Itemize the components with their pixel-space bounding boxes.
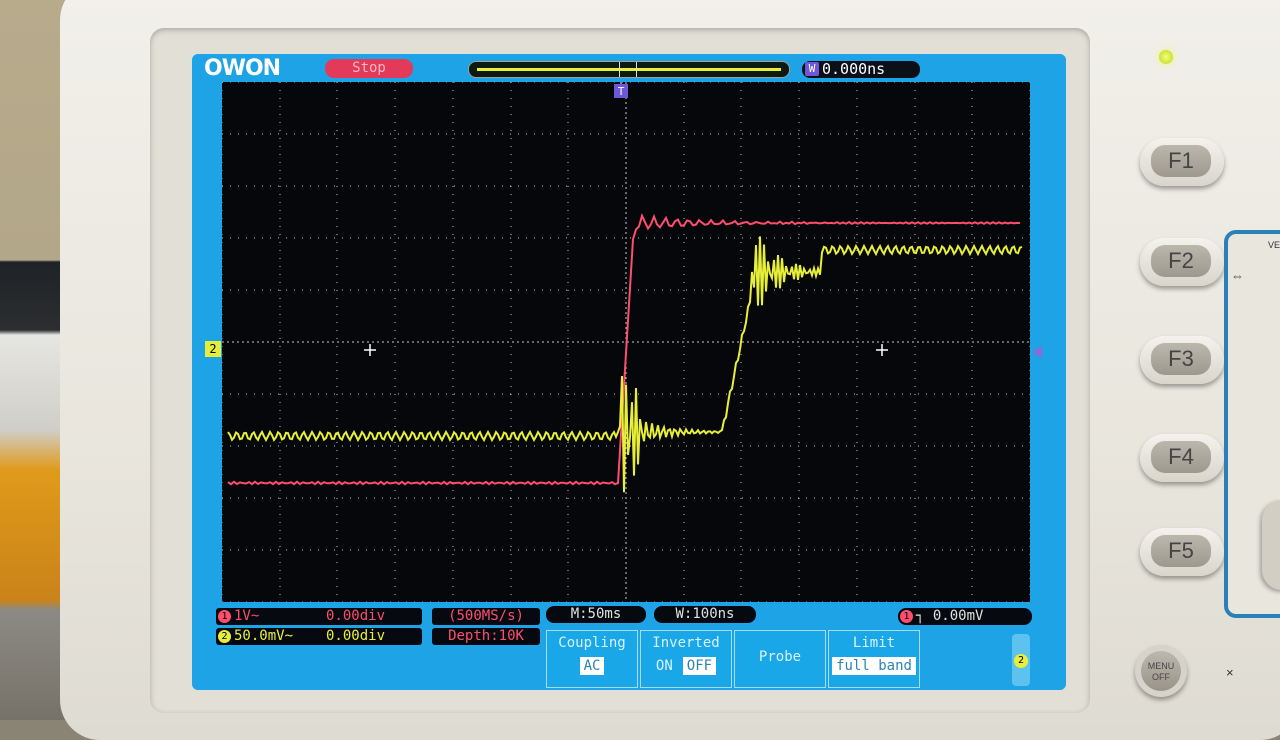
control-knob[interactable]	[1262, 500, 1280, 590]
coupling-label: Coupling	[547, 635, 637, 651]
trigger-position-marker: T	[614, 82, 628, 98]
memory-position-bar	[468, 61, 790, 78]
window-tag-icon: W	[805, 62, 819, 76]
menu-off-button[interactable]: MENU OFF	[1135, 645, 1187, 697]
trigger-channel-badge: 1	[900, 610, 913, 623]
trigger-status: 1 ┐ 0.00mV	[898, 608, 1032, 625]
f4-label: F4	[1151, 441, 1211, 473]
f3-button[interactable]: F3	[1140, 336, 1224, 384]
brand-logo: OWON	[204, 56, 280, 81]
f2-label: F2	[1151, 245, 1211, 277]
trigger-edge-icon: ┐	[916, 608, 924, 624]
memory-depth: Depth:10K	[432, 628, 540, 645]
coupling-menu[interactable]: Coupling AC	[546, 630, 638, 688]
probe-menu[interactable]: Probe	[734, 630, 826, 688]
trigger-marker-label: T	[618, 85, 625, 98]
probe-label: Probe	[735, 649, 825, 665]
power-led	[1159, 50, 1173, 64]
f5-label: F5	[1151, 535, 1211, 567]
f1-button[interactable]: F1	[1140, 138, 1224, 186]
f4-button[interactable]: F4	[1140, 434, 1224, 482]
trigger-level-value: 0.00mV	[933, 608, 984, 624]
f1-label: F1	[1151, 145, 1211, 177]
ch2-offset: 0.00div	[326, 628, 385, 645]
grid-crosshair	[876, 344, 888, 356]
ch1-scale: 1V~	[234, 608, 259, 624]
f5-button[interactable]: F5	[1140, 528, 1224, 576]
ch1-badge: 1	[218, 610, 231, 623]
oscilloscope-screen: OWON Stop W 0.000ns T 2 1 1V~ 0.00div 2 50.…	[192, 54, 1066, 690]
limit-label: Limit	[829, 635, 919, 651]
ch2-scale: 50.0mV~	[234, 628, 293, 644]
waveform-grid: T	[222, 82, 1030, 602]
channel-menu-tab[interactable]: 2	[1012, 634, 1030, 686]
trigger-time-value: 0.000ns	[822, 60, 885, 78]
ch2-badge: 2	[218, 630, 231, 643]
view-window-bracket	[619, 62, 637, 77]
inverted-label: Inverted	[641, 635, 731, 651]
f2-button[interactable]: F2	[1140, 238, 1224, 286]
ch2-ground-marker: 2	[205, 341, 221, 357]
ch2-status: 2 50.0mV~ 0.00div	[216, 628, 422, 645]
f3-label: F3	[1151, 343, 1211, 375]
window-timebase: W:100ns	[654, 606, 756, 623]
horizontal-arrow-icon: ⇔	[1231, 268, 1244, 283]
inverted-off: OFF	[683, 657, 716, 675]
main-timebase: M:50ms	[546, 606, 646, 623]
run-state-indicator: Stop	[325, 59, 413, 78]
channel-tab-badge: 2	[1014, 654, 1028, 668]
limit-value: full band	[832, 657, 916, 675]
inverted-on: ON	[656, 658, 673, 674]
trigger-level-marker	[1032, 346, 1042, 358]
inverted-menu[interactable]: Inverted ON OFF	[640, 630, 732, 688]
menu-off-label: MENU OFF	[1141, 651, 1181, 691]
ch1-offset: 0.00div	[326, 608, 385, 625]
coupling-value: AC	[580, 657, 605, 675]
panel-label: VE	[1268, 240, 1280, 250]
trigger-time-readout: W 0.000ns	[802, 61, 920, 78]
ch1-status: 1 1V~ 0.00div	[216, 608, 422, 625]
grid-crosshair	[364, 344, 376, 356]
limit-menu[interactable]: Limit full band	[828, 630, 920, 688]
close-mark-icon: ×	[1226, 665, 1234, 680]
sample-rate: (500MS/s)	[432, 608, 540, 625]
